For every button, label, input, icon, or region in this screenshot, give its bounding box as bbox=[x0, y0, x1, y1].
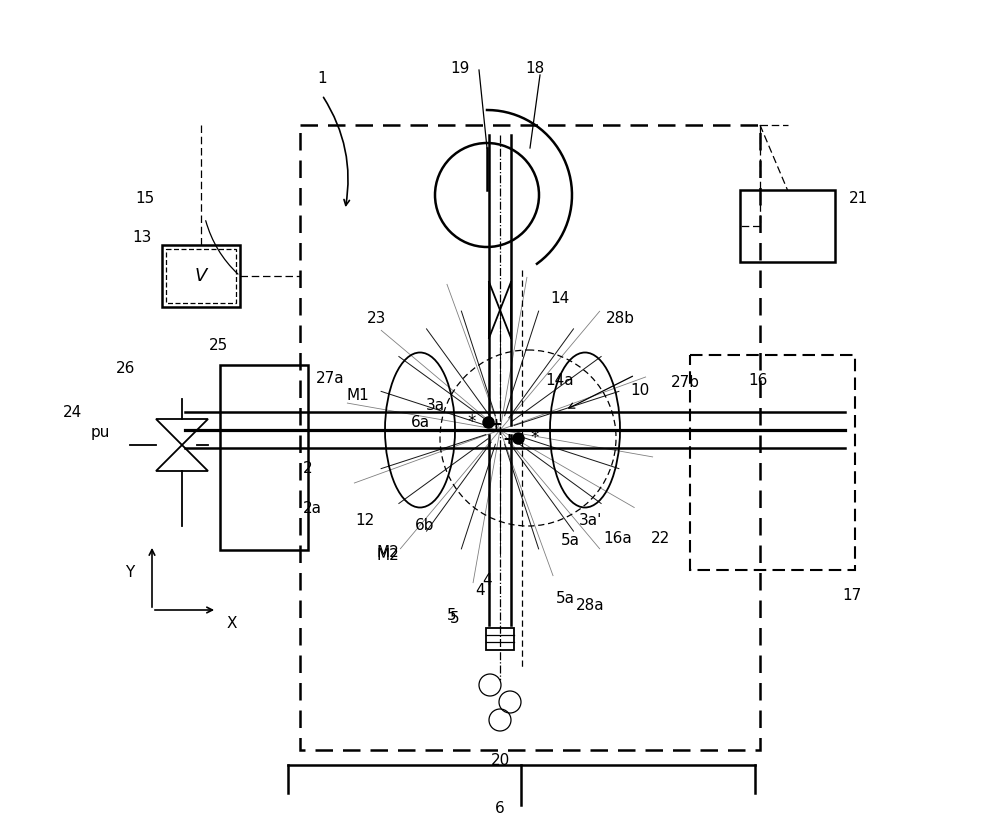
Text: 28a: 28a bbox=[576, 597, 604, 612]
Text: 23: 23 bbox=[367, 311, 387, 326]
Text: pu: pu bbox=[90, 424, 110, 439]
Text: 3a': 3a' bbox=[578, 512, 602, 528]
Text: M2: M2 bbox=[377, 548, 399, 563]
Text: 15: 15 bbox=[135, 191, 155, 206]
Text: 20: 20 bbox=[490, 753, 510, 768]
Text: 1: 1 bbox=[317, 71, 327, 86]
Text: 17: 17 bbox=[842, 587, 862, 602]
Text: X: X bbox=[227, 616, 237, 631]
Bar bbox=[486, 628, 514, 650]
Text: 27a: 27a bbox=[316, 370, 344, 386]
Bar bbox=[690, 355, 855, 570]
Bar bbox=[220, 365, 308, 550]
Text: +: + bbox=[490, 417, 502, 432]
Text: 2: 2 bbox=[303, 460, 313, 475]
Text: Y: Y bbox=[125, 564, 135, 580]
Text: M1: M1 bbox=[347, 387, 369, 402]
Text: 16: 16 bbox=[748, 372, 768, 387]
Text: 22: 22 bbox=[650, 531, 670, 545]
Text: 19: 19 bbox=[450, 60, 470, 76]
Text: 16a: 16a bbox=[604, 531, 632, 545]
Text: +: + bbox=[503, 432, 515, 447]
Text: 5a: 5a bbox=[560, 533, 580, 548]
Text: 14: 14 bbox=[550, 291, 570, 306]
Text: 5: 5 bbox=[450, 611, 460, 626]
Text: *: * bbox=[468, 413, 476, 431]
Text: 6a: 6a bbox=[410, 414, 430, 429]
Text: 6: 6 bbox=[495, 801, 505, 816]
Text: 26: 26 bbox=[116, 360, 136, 375]
Text: 21: 21 bbox=[848, 191, 868, 206]
Text: *: * bbox=[531, 429, 539, 447]
Text: 18: 18 bbox=[525, 60, 545, 76]
Text: 25: 25 bbox=[208, 338, 228, 353]
Text: 5: 5 bbox=[447, 607, 457, 622]
Bar bbox=[300, 125, 760, 750]
Text: 12: 12 bbox=[355, 512, 375, 528]
Text: 13: 13 bbox=[132, 229, 152, 244]
Text: 3a: 3a bbox=[425, 397, 445, 412]
Text: 10: 10 bbox=[630, 382, 650, 397]
Bar bbox=[740, 190, 835, 262]
Text: 5a: 5a bbox=[556, 591, 574, 606]
Text: 27b: 27b bbox=[670, 375, 700, 390]
Bar bbox=[162, 245, 240, 307]
Text: 14a: 14a bbox=[546, 372, 574, 387]
Text: 2a: 2a bbox=[303, 501, 322, 516]
Text: 24: 24 bbox=[62, 405, 82, 419]
Text: 4: 4 bbox=[482, 573, 492, 587]
Text: 6b: 6b bbox=[415, 517, 435, 533]
Bar bbox=[166, 249, 236, 303]
Text: M2: M2 bbox=[377, 544, 399, 559]
Text: V: V bbox=[195, 267, 207, 285]
Text: 28b: 28b bbox=[606, 311, 635, 326]
Text: 4: 4 bbox=[475, 582, 485, 597]
